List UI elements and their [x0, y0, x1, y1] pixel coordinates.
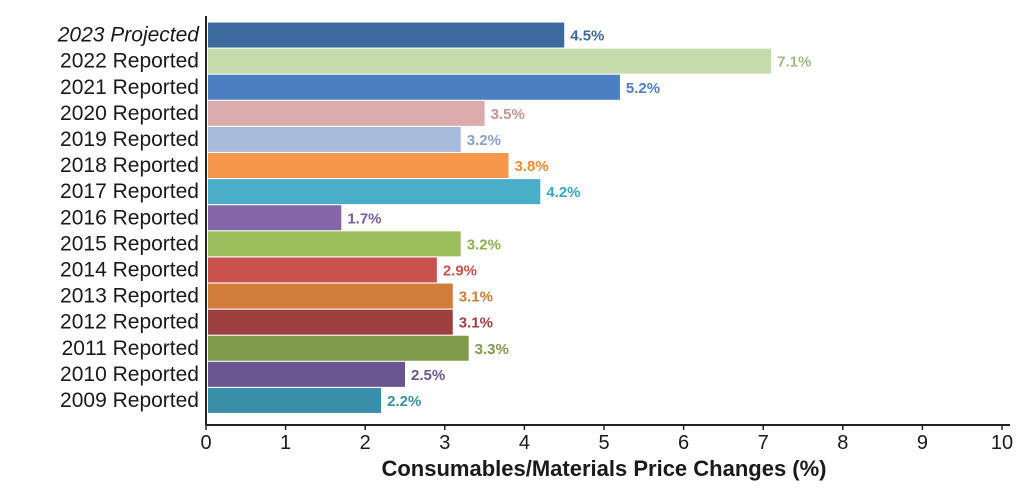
bar-2009-reported — [208, 387, 382, 413]
category-label: 2022 Reported — [60, 50, 199, 73]
value-label: 5.2% — [626, 80, 660, 97]
value-label: 2.2% — [387, 393, 421, 410]
bars-group — [208, 22, 772, 413]
category-label: 2019 Reported — [60, 128, 199, 151]
category-label: 2013 Reported — [60, 285, 199, 308]
axes — [205, 16, 1010, 426]
category-label: 2020 Reported — [60, 102, 199, 125]
bar-2017-reported — [208, 179, 541, 205]
bar-2016-reported — [208, 205, 342, 231]
category-label: 2012 Reported — [60, 311, 199, 334]
value-labels: 4.5% 7.1% 5.2% 3.5% 3.2% 3.8% 4.2% 1.7% 3.2% 2.9%… — [347, 28, 811, 410]
x-tick-label: 9 — [917, 432, 928, 454]
category-label: 2021 Reported — [60, 76, 199, 99]
value-label: 1.7% — [347, 210, 381, 227]
bar-2011-reported — [208, 335, 469, 361]
value-label: 2.9% — [443, 262, 477, 279]
value-label: 7.1% — [777, 54, 811, 71]
x-tick-label: 3 — [439, 432, 450, 454]
category-label: 2015 Reported — [60, 232, 199, 255]
value-label: 3.1% — [459, 315, 493, 332]
bar-2021-reported — [208, 74, 620, 100]
bar-2013-reported — [208, 283, 453, 309]
x-tick-label: 10 — [991, 432, 1013, 454]
category-label: 2010 Reported — [60, 363, 199, 386]
x-tick-label: 0 — [200, 432, 211, 454]
x-tick-label: 2 — [360, 432, 371, 454]
bar-2020-reported — [208, 100, 485, 126]
x-axis-title: Consumables/Materials Price Changes (%) — [381, 456, 826, 481]
bar-2023-projected — [208, 22, 565, 48]
value-label: 3.1% — [459, 289, 493, 306]
x-tick-label: 8 — [837, 432, 848, 454]
x-tick-label: 5 — [598, 432, 609, 454]
category-label: 2009 Reported — [60, 389, 199, 412]
x-tick-label: 4 — [519, 432, 530, 454]
category-label: 2016 Reported — [60, 206, 199, 229]
x-tick-label: 6 — [678, 432, 689, 454]
value-label: 3.3% — [475, 341, 509, 358]
value-label: 4.5% — [570, 28, 604, 45]
category-label: 2014 Reported — [60, 258, 199, 281]
value-label: 4.2% — [546, 184, 580, 201]
category-labels: 2023 Projected 2022 Reported 2021 Reported… — [57, 24, 201, 412]
category-label: 2023 Projected — [57, 24, 201, 47]
value-label: 3.8% — [514, 158, 548, 175]
bar-2018-reported — [208, 153, 509, 179]
bar-2019-reported — [208, 126, 461, 152]
bar-2014-reported — [208, 257, 437, 283]
value-label: 3.5% — [491, 106, 525, 123]
value-label: 3.2% — [467, 236, 501, 253]
bar-2010-reported — [208, 361, 405, 387]
bar-2022-reported — [208, 48, 772, 74]
bar-2015-reported — [208, 231, 461, 257]
category-label: 2017 Reported — [60, 180, 199, 203]
x-tick-label: 1 — [280, 432, 291, 454]
category-label: 2011 Reported — [62, 337, 199, 360]
x-ticks: 0 1 2 3 4 5 6 7 8 9 10 — [200, 425, 1013, 454]
value-label: 2.5% — [411, 367, 445, 384]
category-label: 2018 Reported — [60, 154, 199, 177]
x-tick-label: 7 — [758, 432, 769, 454]
value-label: 3.2% — [467, 132, 501, 149]
bar-2012-reported — [208, 309, 453, 335]
